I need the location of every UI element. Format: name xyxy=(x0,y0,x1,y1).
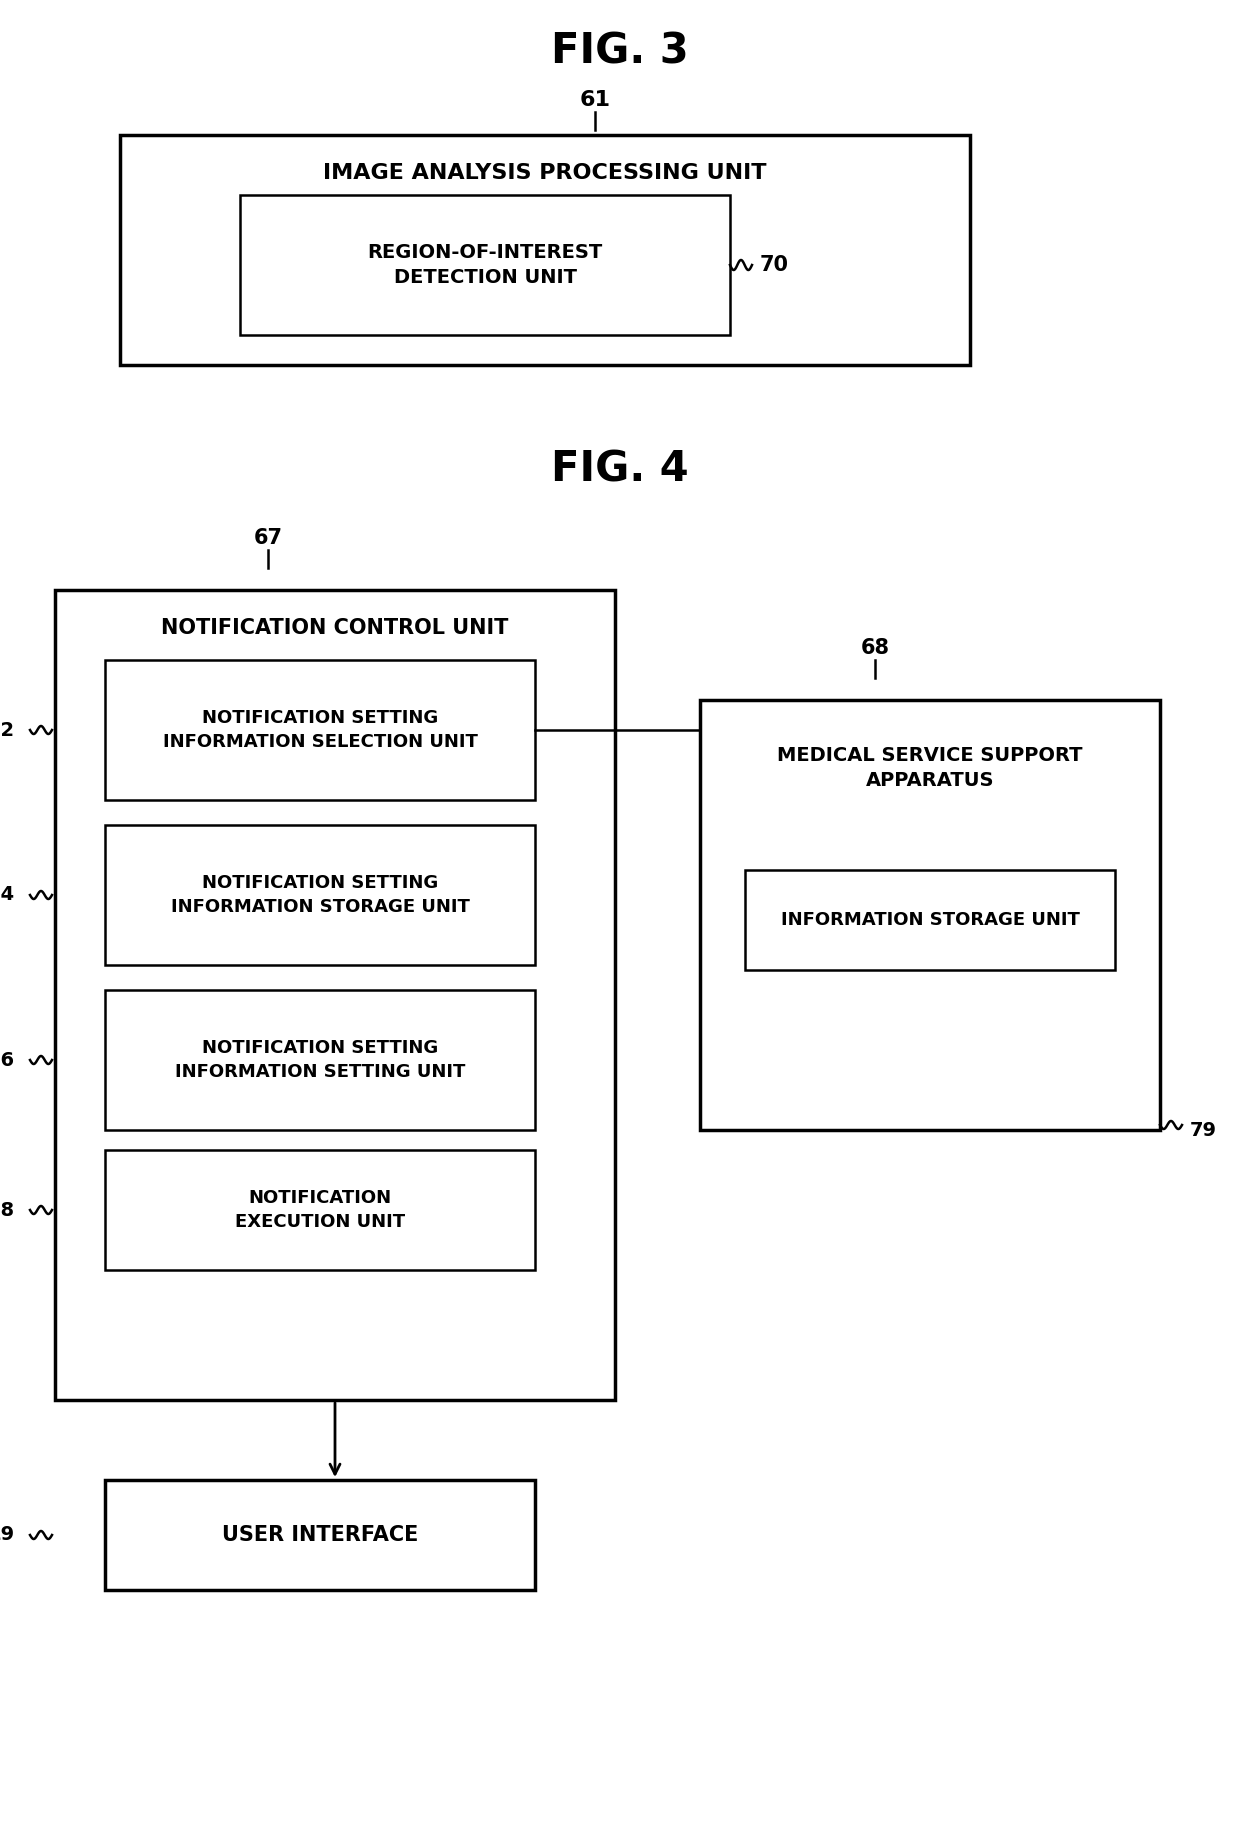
Text: NOTIFICATION
EXECUTION UNIT: NOTIFICATION EXECUTION UNIT xyxy=(234,1190,405,1232)
Text: NOTIFICATION CONTROL UNIT: NOTIFICATION CONTROL UNIT xyxy=(161,618,508,638)
Text: IMAGE ANALYSIS PROCESSING UNIT: IMAGE ANALYSIS PROCESSING UNIT xyxy=(324,162,766,182)
Text: 79: 79 xyxy=(1190,1121,1216,1139)
Text: 19: 19 xyxy=(0,1525,15,1545)
Text: REGION-OF-INTEREST
DETECTION UNIT: REGION-OF-INTEREST DETECTION UNIT xyxy=(367,242,603,288)
Text: NOTIFICATION SETTING
INFORMATION SETTING UNIT: NOTIFICATION SETTING INFORMATION SETTING… xyxy=(175,1039,465,1080)
Bar xyxy=(105,1150,534,1270)
Text: 61: 61 xyxy=(579,89,610,109)
Bar xyxy=(701,700,1159,1130)
Bar xyxy=(241,195,730,335)
Text: USER INTERFACE: USER INTERFACE xyxy=(222,1525,418,1545)
Bar xyxy=(120,135,970,364)
Text: 68: 68 xyxy=(861,638,889,658)
Text: 67: 67 xyxy=(253,528,283,548)
Text: 78: 78 xyxy=(0,1201,15,1219)
Bar xyxy=(105,1479,534,1591)
Text: MEDICAL SERVICE SUPPORT
APPARATUS: MEDICAL SERVICE SUPPORT APPARATUS xyxy=(777,745,1083,791)
Bar xyxy=(745,869,1115,969)
Text: 70: 70 xyxy=(760,255,789,275)
Text: 76: 76 xyxy=(0,1051,15,1070)
Text: 72: 72 xyxy=(0,720,15,740)
Bar xyxy=(105,825,534,966)
Text: NOTIFICATION SETTING
INFORMATION STORAGE UNIT: NOTIFICATION SETTING INFORMATION STORAGE… xyxy=(171,875,470,916)
Text: INFORMATION STORAGE UNIT: INFORMATION STORAGE UNIT xyxy=(780,911,1080,929)
Bar xyxy=(105,989,534,1130)
Bar xyxy=(105,660,534,800)
Text: FIG. 4: FIG. 4 xyxy=(552,448,688,490)
Text: NOTIFICATION SETTING
INFORMATION SELECTION UNIT: NOTIFICATION SETTING INFORMATION SELECTI… xyxy=(162,709,477,751)
Text: FIG. 3: FIG. 3 xyxy=(551,31,689,73)
Text: 74: 74 xyxy=(0,885,15,904)
Bar xyxy=(55,590,615,1399)
